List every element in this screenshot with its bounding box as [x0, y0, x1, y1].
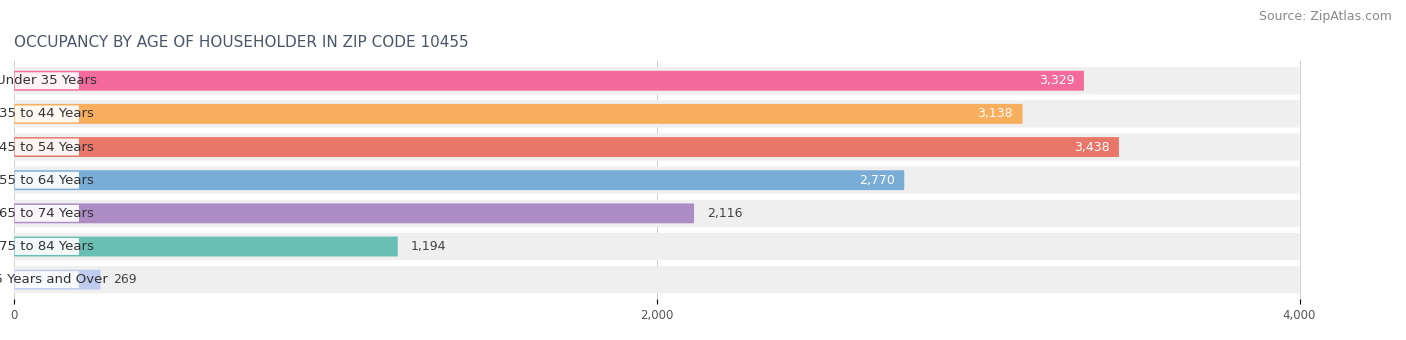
Text: 45 to 54 Years: 45 to 54 Years	[0, 140, 94, 154]
Text: Source: ZipAtlas.com: Source: ZipAtlas.com	[1258, 10, 1392, 23]
FancyBboxPatch shape	[14, 71, 1084, 91]
FancyBboxPatch shape	[14, 266, 1299, 293]
FancyBboxPatch shape	[14, 100, 1299, 128]
FancyBboxPatch shape	[14, 172, 79, 189]
FancyBboxPatch shape	[14, 205, 79, 222]
Text: 1,194: 1,194	[411, 240, 446, 253]
FancyBboxPatch shape	[14, 137, 1119, 157]
FancyBboxPatch shape	[14, 67, 1299, 94]
Text: 55 to 64 Years: 55 to 64 Years	[0, 174, 94, 187]
Text: OCCUPANCY BY AGE OF HOUSEHOLDER IN ZIP CODE 10455: OCCUPANCY BY AGE OF HOUSEHOLDER IN ZIP C…	[14, 35, 468, 50]
FancyBboxPatch shape	[14, 233, 1299, 260]
Text: 3,138: 3,138	[977, 107, 1012, 120]
FancyBboxPatch shape	[14, 203, 695, 223]
Text: 75 to 84 Years: 75 to 84 Years	[0, 240, 94, 253]
Text: 2,770: 2,770	[859, 174, 894, 187]
FancyBboxPatch shape	[14, 104, 1022, 124]
FancyBboxPatch shape	[14, 72, 79, 89]
Text: 3,329: 3,329	[1039, 74, 1074, 87]
FancyBboxPatch shape	[14, 200, 1299, 227]
FancyBboxPatch shape	[14, 238, 79, 255]
FancyBboxPatch shape	[14, 139, 79, 155]
FancyBboxPatch shape	[14, 271, 79, 288]
Text: 2,116: 2,116	[707, 207, 742, 220]
Text: Under 35 Years: Under 35 Years	[0, 74, 97, 87]
Text: 65 to 74 Years: 65 to 74 Years	[0, 207, 94, 220]
Text: 269: 269	[114, 273, 136, 286]
FancyBboxPatch shape	[14, 167, 1299, 194]
Text: 35 to 44 Years: 35 to 44 Years	[0, 107, 94, 120]
FancyBboxPatch shape	[14, 170, 904, 190]
FancyBboxPatch shape	[14, 270, 100, 290]
Text: 85 Years and Over: 85 Years and Over	[0, 273, 108, 286]
FancyBboxPatch shape	[14, 237, 398, 256]
FancyBboxPatch shape	[14, 134, 1299, 160]
Text: 3,438: 3,438	[1074, 140, 1109, 154]
FancyBboxPatch shape	[14, 105, 79, 122]
